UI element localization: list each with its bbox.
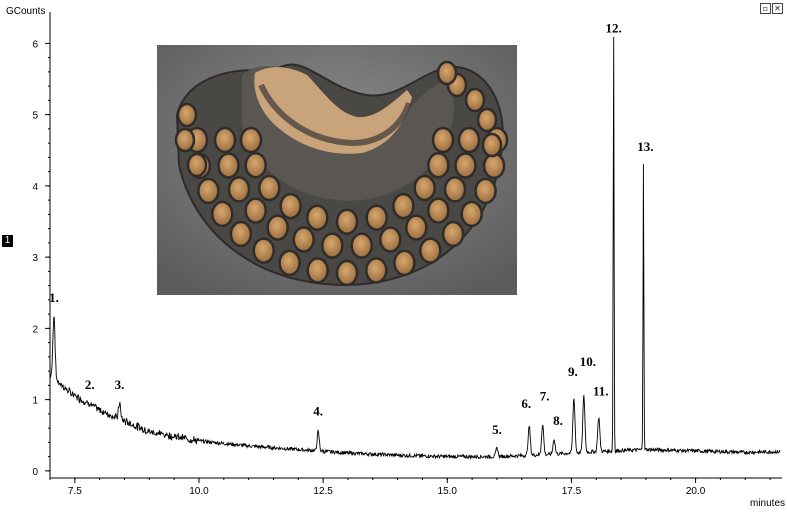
peak-label: 7. — [540, 389, 550, 404]
cell-mark — [427, 197, 450, 224]
peak-label: 2. — [85, 377, 95, 392]
cell-mark — [457, 126, 481, 154]
cell-mark — [278, 249, 301, 277]
axes: 0 1 2 3 4 5 6 7.5 10.0 12.5 15.0 17.5 20.0 — [32, 12, 782, 497]
chromatogram-trace — [49, 36, 781, 461]
trace-group — [49, 36, 781, 461]
x-tick-label: 17.5 — [562, 486, 582, 497]
cell-mark — [335, 259, 359, 287]
cell-mark — [441, 220, 465, 248]
x-tick-label: 7.5 — [68, 486, 82, 497]
cell-mark — [454, 152, 477, 179]
y-tick-label: 6 — [32, 39, 38, 50]
x-tick-label: 15.0 — [438, 486, 458, 497]
cell-mark — [227, 176, 251, 203]
cell-mark — [306, 204, 329, 231]
cell-mark — [176, 102, 198, 128]
x-axis-label: minutes — [750, 498, 785, 509]
peak-label: 9. — [568, 364, 578, 379]
window-controls: ▫ ✕ — [760, 3, 783, 14]
cell-mark — [443, 176, 467, 203]
peak-label: 11. — [593, 383, 609, 398]
peak-label: 10. — [580, 354, 596, 369]
cell-mark — [482, 152, 506, 180]
y-tick-label: 4 — [32, 182, 38, 193]
cell-mark — [379, 226, 402, 253]
y-axis-label: GCounts — [6, 6, 45, 17]
artifact-illustration — [157, 45, 517, 295]
cell-mark — [244, 151, 267, 179]
cell-mark — [292, 226, 315, 253]
cell-mark — [229, 220, 253, 248]
y-tick-label: 0 — [32, 467, 38, 478]
peak-label: 3. — [115, 377, 125, 392]
close-icon[interactable]: ✕ — [772, 3, 783, 14]
x-tick-label: 12.5 — [313, 486, 333, 497]
textured-cells — [174, 60, 509, 287]
cell-mark — [460, 200, 483, 228]
cell-mark — [464, 87, 486, 113]
cell-mark — [427, 151, 450, 179]
cell-mark — [350, 232, 373, 259]
cell-mark — [186, 152, 208, 178]
cell-mark — [306, 257, 329, 284]
cell-mark — [419, 237, 442, 264]
peak-label: 13. — [637, 139, 653, 154]
cell-mark — [252, 237, 275, 264]
y-tick-label: 5 — [32, 111, 38, 122]
peak-label: 8. — [553, 413, 563, 428]
y-tick-label: 3 — [32, 253, 38, 264]
x-tick-label: 10.0 — [189, 486, 209, 497]
peak-labels: 1. 2. 3. 4. 5. 6. 7.8. 9.10. 11. 12. 13. — [49, 20, 653, 437]
x-tick-label: 20.0 — [686, 486, 706, 497]
cell-mark — [258, 174, 281, 202]
y-tick-label: 1 — [32, 396, 38, 407]
cell-mark — [481, 132, 503, 158]
peak-label: 12. — [606, 20, 622, 35]
y-tick-label: 2 — [32, 324, 38, 335]
cell-mark — [239, 126, 263, 154]
cell-mark — [405, 214, 428, 241]
cell-mark — [211, 200, 234, 228]
cell-mark — [335, 208, 359, 235]
cell-mark — [365, 204, 388, 231]
peak-label: 4. — [313, 404, 323, 419]
cell-mark — [174, 127, 196, 153]
peak-label: 1. — [49, 290, 59, 305]
cell-mark — [321, 232, 344, 259]
artifact-photo — [157, 45, 517, 295]
cell-mark — [365, 257, 388, 284]
cell-mark — [217, 152, 240, 179]
cell-mark — [266, 214, 289, 241]
restore-icon[interactable]: ▫ — [760, 3, 771, 14]
peak-label: 6. — [521, 396, 531, 411]
cell-mark — [392, 192, 415, 220]
cell-mark — [476, 107, 498, 133]
cell-mark — [413, 174, 436, 202]
cell-mark — [244, 197, 267, 224]
cell-mark — [197, 177, 220, 205]
trace-number-badge[interactable]: 1 — [2, 235, 13, 247]
cell-mark — [431, 126, 455, 154]
cell-mark — [436, 60, 458, 86]
peak-label: 5. — [492, 422, 502, 437]
cell-mark — [279, 192, 302, 220]
cell-mark — [474, 177, 497, 205]
cell-mark — [393, 249, 416, 277]
cell-mark — [213, 126, 237, 154]
